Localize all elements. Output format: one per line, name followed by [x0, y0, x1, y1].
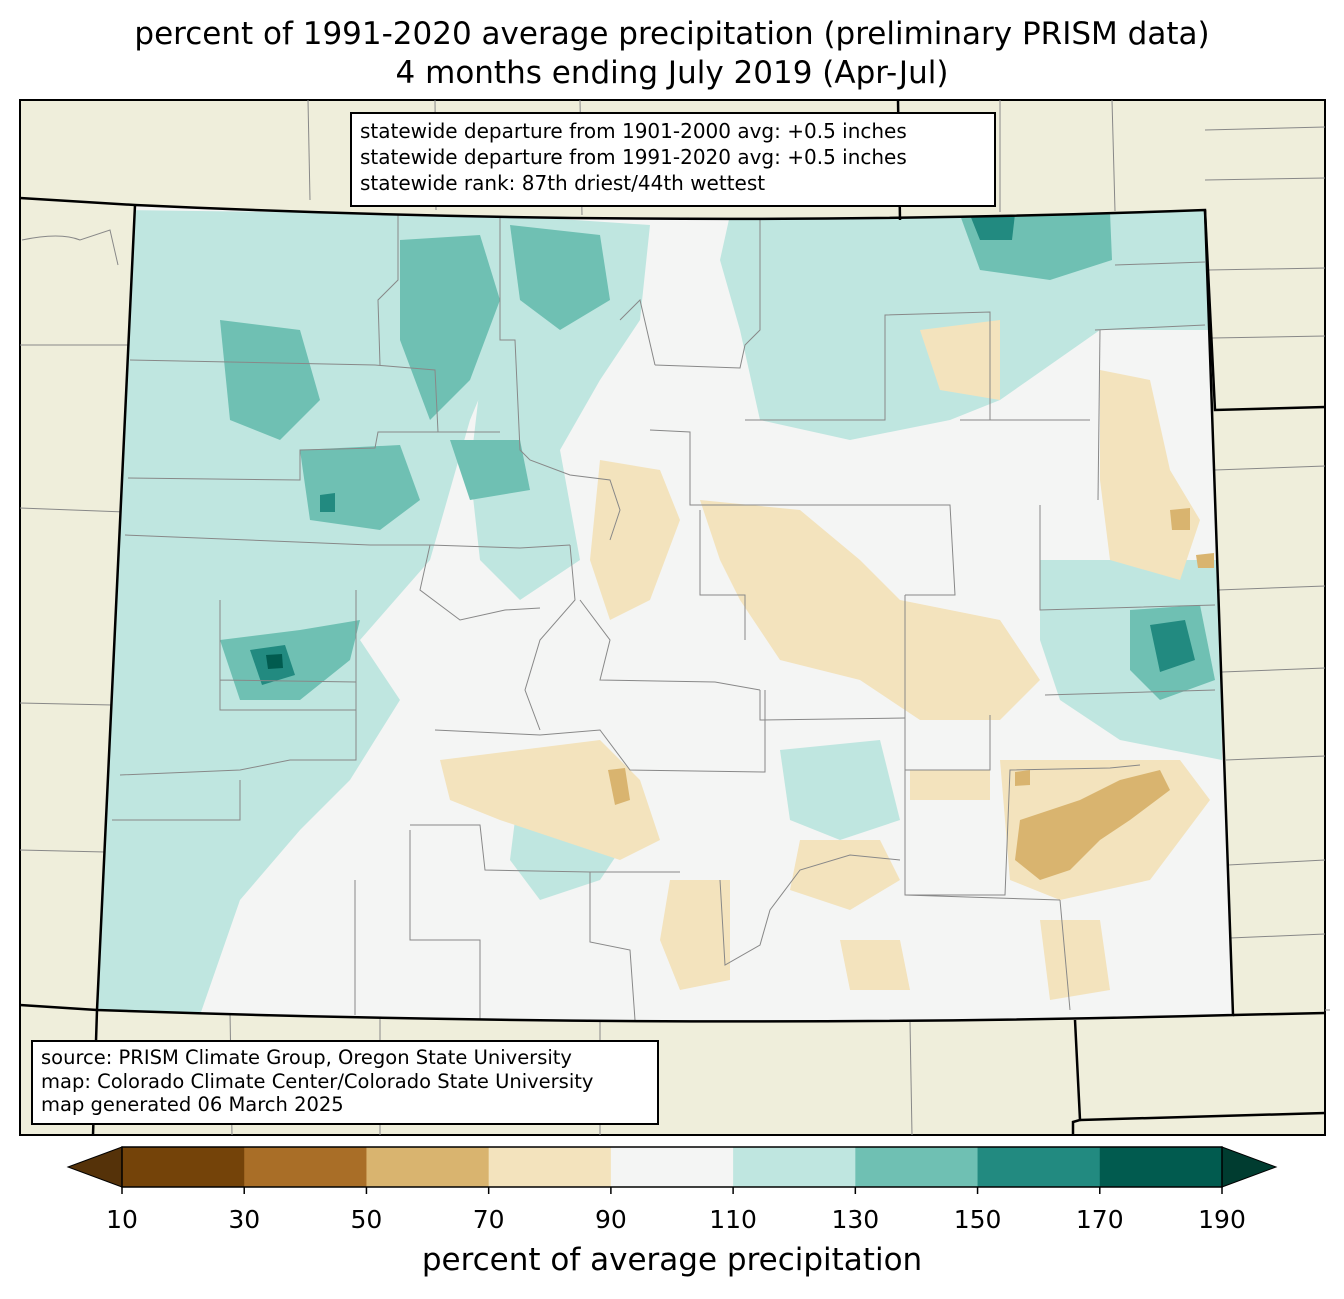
stats-departure-1991-2020: statewide departure from 1991-2020 avg: … [360, 145, 907, 169]
statewide-stats-box: statewide departure from 1901-2000 avg: … [350, 112, 996, 207]
colorbar-segment [488, 1147, 612, 1187]
colorbar-tick-label: 50 [350, 1205, 383, 1234]
map-title-line2: 4 months ending July 2019 (Apr-Jul) [395, 55, 949, 91]
stats-rank: statewide rank: 87th driest/44th wettest [360, 171, 766, 195]
colorbar-segment [122, 1147, 245, 1187]
colorbar-tick-label: 10 [106, 1205, 138, 1234]
source-box: source: PRISM Climate Group, Oregon Stat… [31, 1040, 659, 1125]
colorbar-over-arrow [1221, 1146, 1278, 1188]
colorbar-segment [733, 1147, 856, 1187]
colorbar-under-arrow [66, 1146, 123, 1188]
colorbar-segment [366, 1147, 490, 1187]
colorbar-segment [1099, 1147, 1223, 1187]
map-credit-line: map: Colorado Climate Center/Colorado St… [41, 1069, 594, 1093]
colorbar-segment [977, 1147, 1101, 1187]
colorbar-tick-label: 170 [1075, 1205, 1124, 1234]
colorbar-tick-label: 130 [831, 1205, 880, 1234]
colorbar-tick-label: 150 [953, 1205, 1002, 1234]
precipitation-shading [97, 210, 1222, 1015]
county-lines [112, 212, 1216, 1021]
colorbar-segment [610, 1147, 734, 1187]
stats-departure-1901-2000: statewide departure from 1901-2000 avg: … [360, 119, 907, 143]
colorbar-tick-label: 70 [472, 1205, 505, 1234]
map-title-line1: percent of 1991-2020 average precipitati… [134, 16, 1210, 52]
generated-date-line: map generated 06 March 2025 [41, 1093, 344, 1116]
source-line: source: PRISM Climate Group, Oregon Stat… [41, 1046, 572, 1069]
colorbar-tick-label: 190 [1198, 1205, 1246, 1234]
colorbar-tick-label: 90 [594, 1205, 627, 1234]
colorbar-segment [244, 1147, 367, 1187]
colorbar-tick-label: 30 [228, 1205, 261, 1234]
colorbar [66, 1146, 1278, 1194]
colorbar-label: percent of average precipitation [421, 1242, 923, 1278]
colorbar-segment [855, 1147, 979, 1187]
colorbar-tick-label: 110 [709, 1205, 757, 1234]
